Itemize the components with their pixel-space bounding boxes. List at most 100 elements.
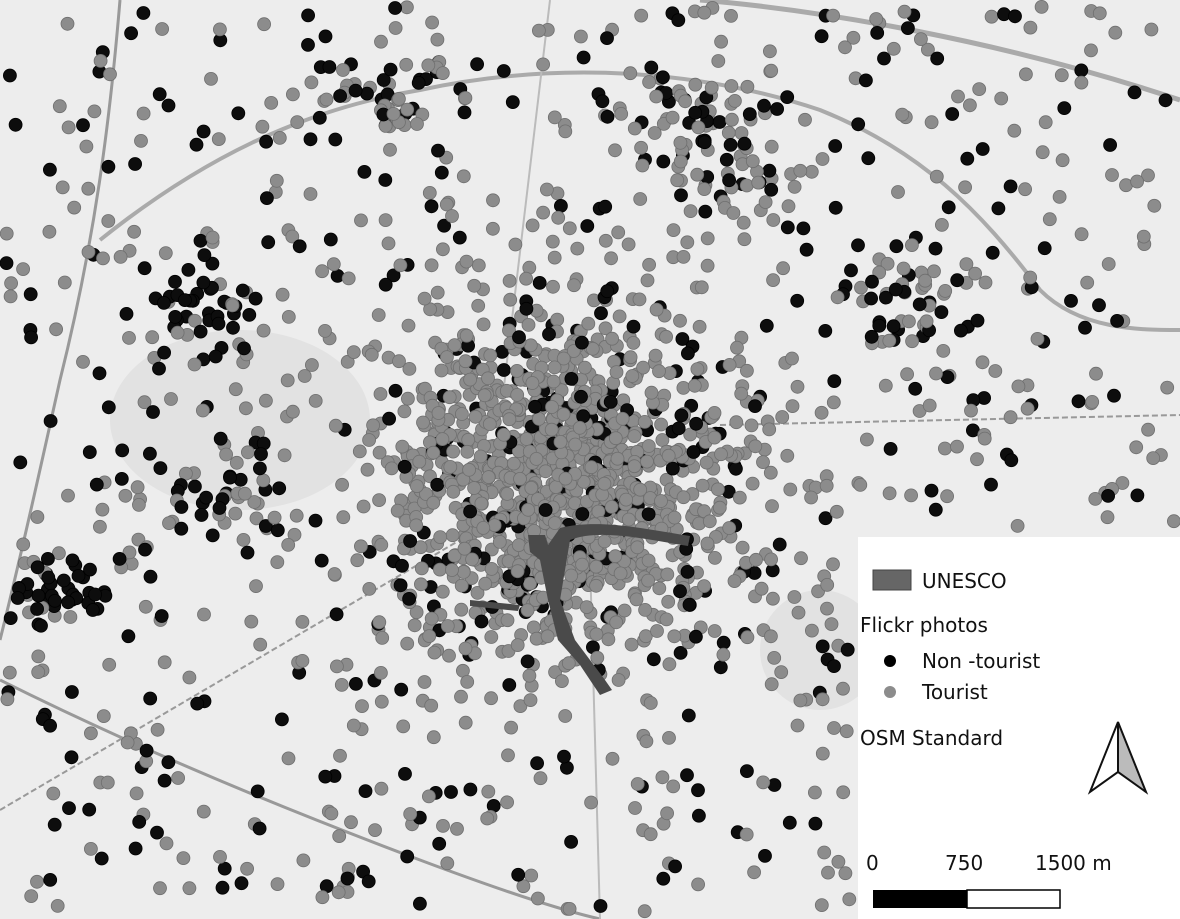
tourist-point (96, 503, 109, 516)
tourist-point (77, 355, 90, 368)
tourist-point (667, 780, 680, 793)
non-tourist-point (539, 504, 552, 517)
scale-label: 1500 m (1035, 851, 1112, 875)
non-tourist-point (158, 774, 171, 787)
tourist-point (1089, 492, 1102, 505)
non-tourist-point (44, 719, 57, 732)
non-tourist-point (358, 165, 371, 178)
tourist-point (1131, 175, 1144, 188)
non-tourist-point (929, 503, 942, 516)
non-tourist-point (543, 328, 556, 341)
tourist-point (188, 358, 201, 371)
tourist-point (752, 176, 765, 189)
non-tourist-point (946, 108, 959, 121)
tourist-point (422, 59, 435, 72)
tourist-point (698, 6, 711, 19)
tourist-point (805, 165, 818, 178)
non-tourist-point (581, 220, 594, 233)
non-tourist-point (315, 554, 328, 567)
tourist-point (822, 866, 835, 879)
tourist-point (667, 224, 680, 237)
tourist-point (764, 630, 777, 643)
tourist-point (629, 802, 642, 815)
non-tourist-point (255, 448, 268, 461)
non-tourist-point (95, 852, 108, 865)
tourist-point (286, 405, 299, 418)
non-tourist-point (383, 412, 396, 425)
tourist-point (376, 631, 389, 644)
tourist-point (271, 878, 284, 891)
non-tourist-point (35, 619, 48, 632)
tourist-point (463, 463, 476, 476)
tourist-point (902, 315, 915, 328)
non-tourist-point (672, 422, 685, 435)
tourist-point (941, 490, 954, 503)
tourist-point (163, 517, 176, 530)
non-tourist-point (394, 579, 407, 592)
non-tourist-point (596, 95, 609, 108)
tourist-point (691, 168, 704, 181)
non-tourist-point (341, 872, 354, 885)
tourist-point (512, 539, 525, 552)
tourist-point (402, 319, 415, 332)
tourist-point (609, 432, 622, 445)
tourist-point (56, 181, 69, 194)
tourist-point (1093, 7, 1106, 20)
tourist-point (937, 344, 950, 357)
tourist-point (281, 374, 294, 387)
tourist-point (1167, 515, 1180, 528)
tourist-point (1, 693, 14, 706)
tourist-point (387, 107, 400, 120)
non-tourist-point (302, 9, 315, 22)
non-tourist-point (83, 446, 96, 459)
tourist-point (520, 272, 533, 285)
tourist-point (404, 808, 417, 821)
tourist-point (827, 9, 840, 22)
tourist-point (229, 383, 242, 396)
tourist-point (268, 511, 281, 524)
tourist-point (447, 445, 460, 458)
non-tourist-point (601, 110, 614, 123)
tourist-point (273, 131, 286, 144)
tourist-point (50, 323, 63, 336)
tourist-point (606, 752, 619, 765)
tourist-point (837, 682, 850, 695)
tourist-point (701, 259, 714, 272)
tourist-point (537, 206, 550, 219)
non-tourist-point (304, 133, 317, 146)
tourist-point (64, 611, 77, 624)
non-tourist-point (0, 257, 13, 270)
tourist-point (757, 456, 770, 469)
tourist-point (464, 373, 477, 386)
tourist-point (137, 107, 150, 120)
tourist-point (653, 582, 666, 595)
tourist-point (795, 552, 808, 565)
tourist-point (309, 394, 322, 407)
tourist-point (792, 606, 805, 619)
tourist-point (534, 772, 547, 785)
non-tourist-point (431, 478, 444, 491)
non-tourist-point (89, 588, 102, 601)
tourist-point (484, 349, 497, 362)
non-tourist-point (887, 320, 900, 333)
non-tourist-point (31, 561, 44, 574)
tourist-point (609, 144, 622, 157)
tourist-point (413, 455, 426, 468)
tourist-point (205, 72, 218, 85)
non-tourist-point (262, 236, 275, 249)
non-tourist-point (913, 298, 926, 311)
tourist-point (611, 452, 624, 465)
tourist-point (198, 608, 211, 621)
tourist-point (493, 535, 506, 548)
tourist-point (531, 892, 544, 905)
tourist-point (367, 419, 380, 432)
tourist-point (978, 432, 991, 445)
tourist-point (662, 449, 675, 462)
tourist-point (159, 247, 172, 260)
tourist-point (786, 400, 799, 413)
tourist-point (47, 787, 60, 800)
tourist-point (827, 558, 840, 571)
tourist-point (590, 579, 603, 592)
tourist-point (1035, 0, 1048, 13)
non-tourist-point (384, 63, 397, 76)
